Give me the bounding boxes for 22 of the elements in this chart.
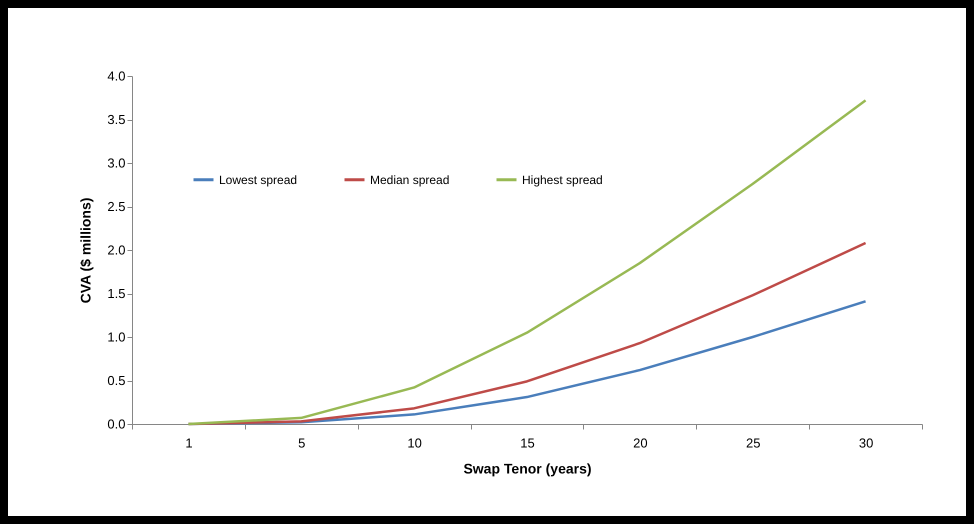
y-tick-label: 0.0 [107,416,126,432]
legend-label: Highest spread [522,172,603,187]
x-tick-label: 20 [633,436,648,450]
x-axis-title: Swap Tenor (years) [463,460,592,476]
y-tick-label: 1.0 [107,330,126,344]
y-tick-label: 3.5 [107,112,126,127]
y-axis-title: CVA ($ millions) [77,198,94,304]
x-tick-label: 1 [185,436,193,450]
y-tick-label: 2.5 [107,199,126,214]
x-tick-label: 30 [858,436,874,450]
x-tick-label: 15 [520,436,535,450]
legend-label: Lowest spread [219,172,298,187]
x-tick-label: 25 [746,436,760,450]
y-tick-label: 4.0 [107,68,126,84]
x-tick-label: 5 [298,436,306,450]
y-tick-label: 3.0 [107,156,126,170]
y-tick-label: 1.5 [107,286,126,301]
line-series [187,99,867,426]
x-tick-label: 10 [407,436,422,450]
y-tick-label: 2.0 [107,242,126,258]
legend-label: Median spread [370,172,450,187]
y-tick-label: 0.5 [107,373,126,388]
